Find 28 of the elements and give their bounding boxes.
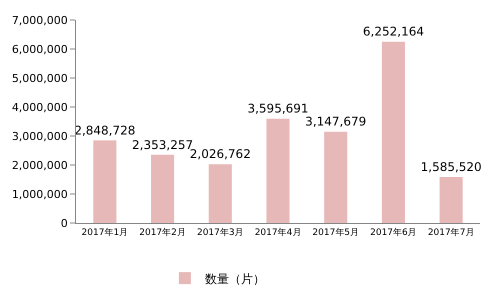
- x-tick-label: 2017年5月: [312, 226, 360, 238]
- x-tick-label: 2017年3月: [196, 226, 244, 238]
- bar: [93, 140, 116, 223]
- y-tick-label: 1,000,000: [12, 188, 68, 201]
- bar: [208, 164, 232, 223]
- x-tick-label: 2017年2月: [139, 226, 186, 238]
- bar: [266, 118, 290, 223]
- data-label: 1,585,520: [420, 160, 482, 174]
- x-tick-label: 2017年4月: [254, 226, 302, 238]
- y-tick-label: 2,000,000: [12, 158, 68, 172]
- data-label: 3,595,691: [247, 102, 309, 116]
- bar: [151, 154, 174, 223]
- bar: [324, 132, 348, 223]
- x-tick-label: 2017年1月: [82, 226, 128, 238]
- x-tick-label: 2017年7月: [428, 226, 474, 238]
- bar: [382, 42, 405, 223]
- y-tick-label: 0: [60, 216, 68, 230]
- y-tick-label: 3,000,000: [12, 130, 68, 143]
- x-tick-label: 2017年6月: [370, 226, 417, 238]
- y-tick-label: 7,000,000: [12, 14, 68, 27]
- data-label: 2,848,728: [74, 123, 136, 138]
- bar: [440, 177, 463, 223]
- y-tick-label: 4,000,000: [12, 100, 68, 114]
- legend-label: 数量（片）: [204, 272, 265, 286]
- data-label: 6,252,164: [362, 24, 424, 39]
- data-label: 3,147,679: [305, 114, 366, 129]
- y-tick-label: 5,000,000: [12, 72, 68, 85]
- y-tick-label: 6,000,000: [12, 42, 68, 56]
